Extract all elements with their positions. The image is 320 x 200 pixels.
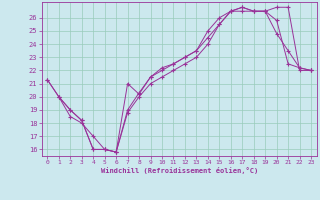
X-axis label: Windchill (Refroidissement éolien,°C): Windchill (Refroidissement éolien,°C) — [100, 167, 258, 174]
